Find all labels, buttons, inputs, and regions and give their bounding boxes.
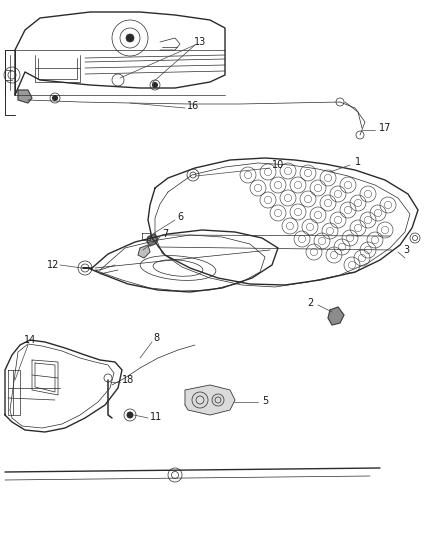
Text: 2: 2: [307, 298, 313, 308]
Circle shape: [53, 95, 57, 101]
Text: 14: 14: [24, 335, 36, 345]
Text: 1: 1: [355, 157, 361, 167]
Text: 10: 10: [272, 160, 284, 170]
Text: 12: 12: [47, 260, 59, 270]
Text: 13: 13: [194, 37, 206, 47]
Text: 18: 18: [122, 375, 134, 385]
Circle shape: [126, 34, 134, 42]
Text: 8: 8: [153, 333, 159, 343]
Text: 6: 6: [177, 212, 183, 222]
Polygon shape: [185, 385, 235, 415]
Text: 3: 3: [403, 245, 409, 255]
Text: 16: 16: [187, 101, 199, 111]
Text: 5: 5: [262, 396, 268, 406]
Circle shape: [152, 83, 158, 87]
Polygon shape: [328, 307, 344, 325]
Text: 17: 17: [379, 123, 391, 133]
Polygon shape: [147, 234, 158, 246]
Text: 11: 11: [150, 412, 162, 422]
Text: 7: 7: [162, 229, 168, 239]
Polygon shape: [138, 245, 150, 258]
Circle shape: [127, 412, 133, 418]
Polygon shape: [18, 90, 32, 103]
